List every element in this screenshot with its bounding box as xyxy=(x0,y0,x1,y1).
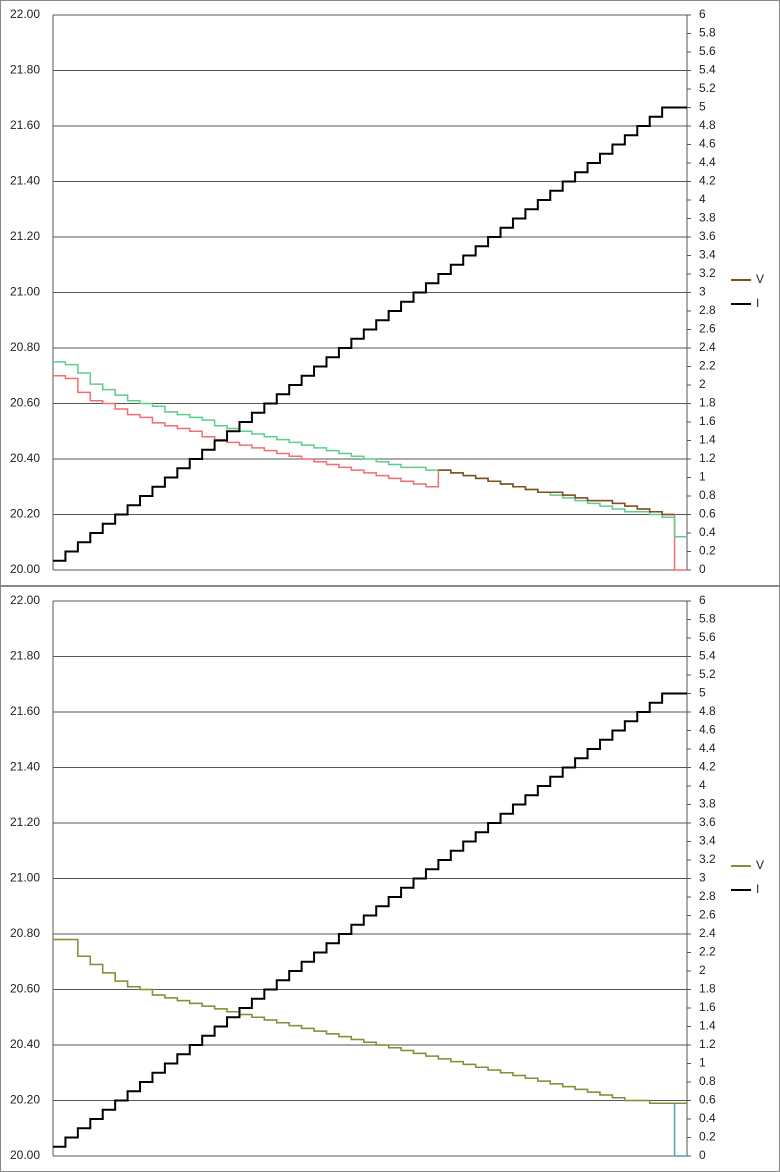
y2-tick-label: 3.6 xyxy=(699,815,716,829)
y2-tick-label: 0.2 xyxy=(699,544,716,558)
y-tick-label: 21.60 xyxy=(10,704,40,718)
y2-tick-label: 5.2 xyxy=(699,81,716,95)
y-tick-label: 21.80 xyxy=(10,63,40,77)
y2-tick-label: 3.2 xyxy=(699,266,716,280)
series-line xyxy=(53,361,687,538)
y2-tick-label: 2.6 xyxy=(699,322,716,336)
y2-tick-label: 4.6 xyxy=(699,137,716,151)
y2-tick-label: 6 xyxy=(699,7,706,21)
legend-label: V xyxy=(756,858,764,872)
y-tick-label: 21.80 xyxy=(10,649,40,663)
y2-tick-label: 1.6 xyxy=(699,414,716,428)
y-tick-label: 22.00 xyxy=(10,593,40,607)
series-line xyxy=(53,106,687,562)
y2-tick-label: 0.2 xyxy=(699,1130,716,1144)
y-tick-label: 21.20 xyxy=(10,815,40,829)
legend-label: V xyxy=(756,272,764,286)
y-tick-label: 21.40 xyxy=(10,174,40,188)
y2-tick-label: 5.2 xyxy=(699,667,716,681)
y2-tick-label: 5.6 xyxy=(699,630,716,644)
y-tick-label: 20.40 xyxy=(10,1037,40,1051)
y2-tick-label: 5.4 xyxy=(699,649,716,663)
y-tick-label: 20.00 xyxy=(10,1148,40,1162)
y-tick-label: 20.80 xyxy=(10,926,40,940)
y2-tick-label: 5.6 xyxy=(699,44,716,58)
series-line xyxy=(438,469,675,516)
y2-tick-label: 4.4 xyxy=(699,155,716,169)
y2-tick-label: 3.4 xyxy=(699,834,716,848)
y2-tick-label: 1.8 xyxy=(699,396,716,410)
y2-tick-label: 1 xyxy=(699,1056,706,1070)
y2-tick-label: 1 xyxy=(699,470,706,484)
series-line xyxy=(53,938,687,1105)
y-tick-label: 20.20 xyxy=(10,1093,40,1107)
y2-tick-label: 4.4 xyxy=(699,741,716,755)
series-line xyxy=(53,692,687,1148)
legend-label: I xyxy=(756,296,759,310)
y2-tick-label: 5 xyxy=(699,100,706,114)
y2-tick-label: 2.8 xyxy=(699,889,716,903)
y2-tick-label: 0.8 xyxy=(699,1074,716,1088)
y2-tick-label: 4.8 xyxy=(699,704,716,718)
y2-tick-label: 1.6 xyxy=(699,1000,716,1014)
y2-tick-label: 2.8 xyxy=(699,303,716,317)
y2-tick-label: 1.4 xyxy=(699,433,716,447)
y2-tick-label: 4.2 xyxy=(699,760,716,774)
y-tick-label: 20.80 xyxy=(10,340,40,354)
y2-tick-label: 2.4 xyxy=(699,340,716,354)
y-tick-label: 20.20 xyxy=(10,507,40,521)
y-tick-label: 20.00 xyxy=(10,562,40,576)
y2-tick-label: 6 xyxy=(699,593,706,607)
y2-tick-label: 3 xyxy=(699,871,706,885)
y2-tick-label: 5.8 xyxy=(699,612,716,626)
y2-tick-label: 0.4 xyxy=(699,525,716,539)
y2-tick-label: 4 xyxy=(699,778,706,792)
y2-tick-label: 2.2 xyxy=(699,359,716,373)
y-tick-label: 20.60 xyxy=(10,396,40,410)
y2-tick-label: 3.8 xyxy=(699,211,716,225)
y2-tick-label: 0 xyxy=(699,1148,706,1162)
y2-tick-label: 4.6 xyxy=(699,723,716,737)
y2-tick-label: 4.2 xyxy=(699,174,716,188)
y-tick-label: 21.40 xyxy=(10,760,40,774)
legend-label: I xyxy=(756,882,759,896)
y2-tick-label: 0.4 xyxy=(699,1111,716,1125)
y2-tick-label: 3.2 xyxy=(699,852,716,866)
y2-tick-label: 2.6 xyxy=(699,908,716,922)
y2-tick-label: 3 xyxy=(699,285,706,299)
y2-tick-label: 0 xyxy=(699,562,706,576)
y-tick-label: 22.00 xyxy=(10,7,40,21)
y2-tick-label: 3.6 xyxy=(699,229,716,243)
y2-tick-label: 4.8 xyxy=(699,118,716,132)
y2-tick-label: 2.4 xyxy=(699,926,716,940)
y-tick-label: 21.20 xyxy=(10,229,40,243)
y2-tick-label: 5.8 xyxy=(699,26,716,40)
y-tick-label: 20.40 xyxy=(10,451,40,465)
y2-tick-label: 1.4 xyxy=(699,1019,716,1033)
y2-tick-label: 2.2 xyxy=(699,945,716,959)
y2-tick-label: 5 xyxy=(699,686,706,700)
y2-tick-label: 3.8 xyxy=(699,797,716,811)
y2-tick-label: 2 xyxy=(699,963,706,977)
y-tick-label: 21.00 xyxy=(10,285,40,299)
y2-tick-label: 1.8 xyxy=(699,982,716,996)
y2-tick-label: 2 xyxy=(699,377,706,391)
y2-tick-label: 5.4 xyxy=(699,63,716,77)
y2-tick-label: 3.4 xyxy=(699,248,716,262)
y2-tick-label: 0.6 xyxy=(699,1093,716,1107)
y2-tick-label: 1.2 xyxy=(699,451,716,465)
y2-tick-label: 0.8 xyxy=(699,488,716,502)
y2-tick-label: 1.2 xyxy=(699,1037,716,1051)
y2-tick-label: 4 xyxy=(699,192,706,206)
y-tick-label: 20.60 xyxy=(10,982,40,996)
y-tick-label: 21.60 xyxy=(10,118,40,132)
y2-tick-label: 0.6 xyxy=(699,507,716,521)
y-tick-label: 21.00 xyxy=(10,871,40,885)
